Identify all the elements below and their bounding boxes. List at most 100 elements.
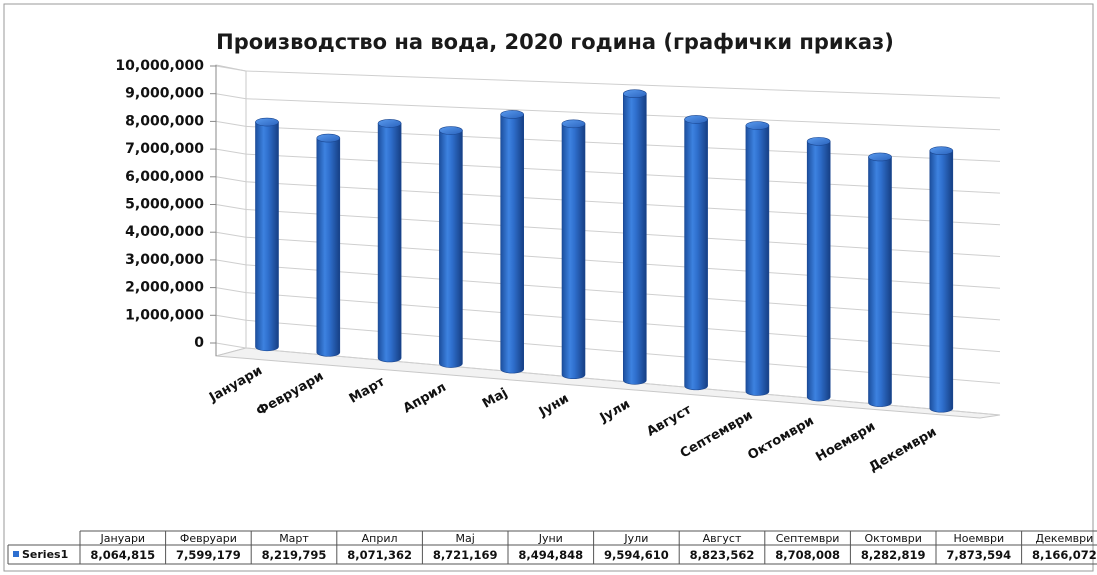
table-value-cell: 7,873,594 (946, 548, 1011, 562)
bar-Февруари (316, 133, 341, 357)
x-tick-label: Август (644, 402, 694, 440)
x-tick-label: Октомври (745, 414, 816, 464)
gridline (245, 70, 1001, 99)
table-value-cell: 8,708,008 (775, 548, 840, 562)
legend-series-name: Series1 (22, 548, 68, 561)
table-header-cell: Октомври (865, 532, 922, 545)
bar-cap (684, 115, 708, 124)
table-header-cell: Март (279, 532, 309, 545)
bar-cap (806, 137, 831, 146)
bar-cap (622, 89, 647, 99)
y-tick-label: 1,000,000 (125, 307, 204, 323)
y-axis-ticks: 0 1,000,000 2,000,000 3,000,000 4,000,000 5,0… (115, 58, 204, 351)
bar-cap (439, 126, 463, 135)
table-header-cell: Април (362, 532, 398, 545)
x-tick-label: Февруари (254, 369, 326, 419)
y-tick-label: 10,000,000 (115, 58, 204, 74)
bar-Мај (500, 110, 525, 374)
bar-Август (684, 115, 708, 391)
bar-cap (745, 121, 770, 130)
gridline-depth (215, 231, 247, 238)
bar-Јануари (255, 117, 279, 352)
y-tick-label: 5,000,000 (125, 197, 204, 213)
y-tick-label: 9,000,000 (125, 86, 204, 102)
table-value-cell: 8,064,815 (90, 548, 155, 562)
bar-body (377, 123, 402, 363)
x-tick-label: Јуни (536, 391, 572, 420)
table-value-cell: 8,721,169 (433, 548, 498, 562)
table-header-cell: Јануари (100, 532, 146, 545)
bar-body (745, 125, 770, 396)
table-value-cell: 8,823,562 (690, 548, 755, 562)
table-value-cell: 8,071,362 (347, 548, 412, 562)
bar-Ноември (868, 152, 892, 407)
gridline-depth (215, 176, 247, 183)
bar-body (500, 114, 524, 374)
bars (255, 89, 954, 413)
x-tick-label: Ноември (813, 419, 878, 465)
bar-body (255, 121, 279, 352)
x-tick-label: Април (401, 380, 449, 416)
y-tick-label: 8,000,000 (125, 113, 204, 129)
gridline-depth (215, 93, 247, 100)
bar-Декември (929, 146, 954, 413)
table-value-cell: 8,494,848 (518, 548, 583, 562)
gridline-depth (215, 120, 247, 127)
bar-body (316, 137, 341, 357)
data-table: Series1 Јануари 8,064,815 Февруари 7,599,179… (7, 530, 1097, 565)
table-header-cell: Мај (456, 532, 475, 545)
bar-body (561, 123, 586, 379)
bar-Април (439, 126, 463, 368)
table-value-cell: 9,594,610 (604, 548, 669, 562)
gridline-depth (215, 148, 247, 155)
bar-body (439, 130, 463, 368)
y-tick-label: 2,000,000 (125, 280, 204, 296)
legend-key (13, 551, 19, 557)
table-header-cell: Ноември (953, 532, 1004, 545)
bar-Септември (745, 121, 770, 396)
bar-body (806, 141, 831, 402)
x-tick-label: Март (347, 374, 388, 406)
bar-body (684, 119, 708, 391)
chart-border (3, 3, 1094, 572)
y-tick-label: 3,000,000 (125, 252, 204, 268)
bar-Јуни (561, 119, 586, 379)
bar-cap (868, 152, 892, 162)
y-tick-label: 4,000,000 (125, 224, 204, 240)
bar-cap (500, 110, 525, 119)
gridline-depth (215, 314, 247, 321)
bar-cap (255, 117, 279, 127)
gridline-depth (215, 342, 247, 349)
bar-body (929, 150, 954, 413)
table-header-cell: Февруари (180, 532, 237, 545)
bar-cap (316, 133, 341, 143)
y-tick-label: 6,000,000 (125, 169, 204, 185)
bar-body (868, 156, 892, 407)
x-tick-label: Мај (480, 386, 510, 412)
bar-Јули (622, 89, 647, 385)
table-header-cell: Декември (1036, 532, 1094, 545)
bar-Октомври (806, 137, 831, 402)
table-value-cell: 7,599,179 (176, 548, 241, 562)
y-tick-label: 7,000,000 (125, 141, 204, 157)
table-value-cell: 8,282,819 (861, 548, 926, 562)
gridline-depth (215, 287, 247, 294)
chart-title: Производство на вода, 2020 година (графи… (216, 30, 894, 54)
table-header-cell: Јуни (538, 532, 563, 545)
bar-body (623, 93, 647, 385)
gridline-depth (215, 204, 247, 210)
x-tick-label: Јули (597, 397, 633, 426)
y-tick-label: 0 (194, 335, 204, 351)
table-value-cell: 8,219,795 (262, 548, 327, 562)
left-wall (215, 64, 247, 357)
bar-cap (561, 119, 586, 129)
table-header-cell: Септември (776, 532, 840, 545)
gridline-depth (215, 65, 247, 72)
x-tick-label: Јануари (206, 363, 265, 406)
bar-cap (929, 146, 954, 156)
bar-cap (377, 119, 402, 128)
bar-Март (377, 119, 402, 363)
table-value-cell: 8,166,072 (1032, 548, 1097, 562)
